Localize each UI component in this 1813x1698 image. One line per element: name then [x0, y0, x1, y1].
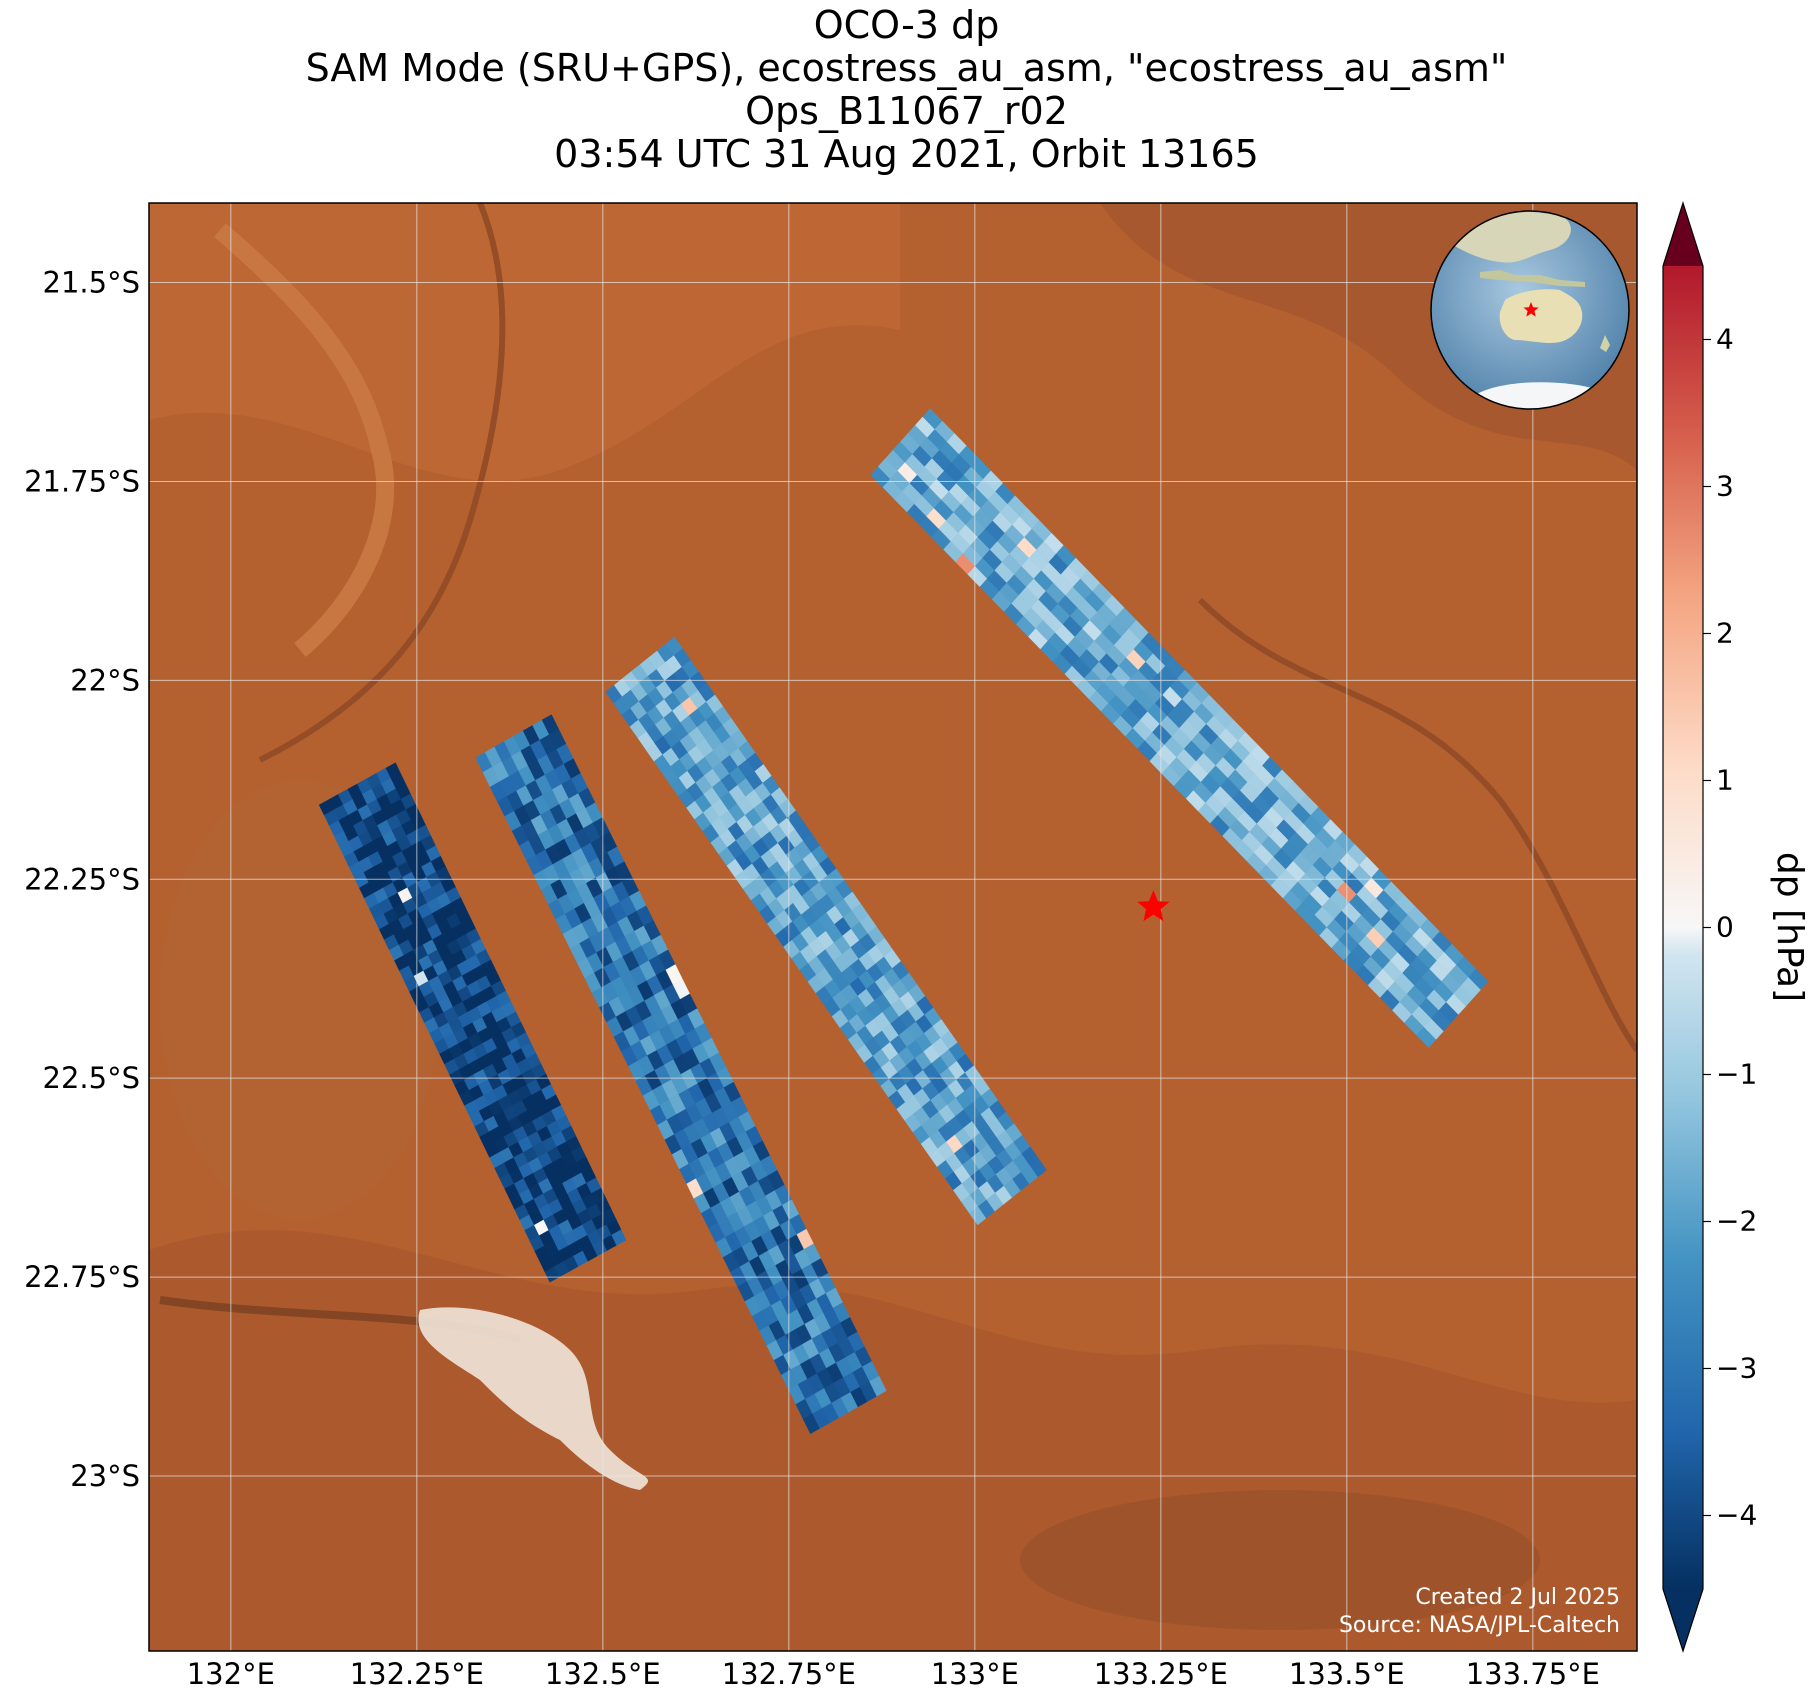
dp-sounding	[611, 1229, 627, 1246]
colorbar-tick-label: 4	[1716, 323, 1734, 356]
salt-lake	[418, 1307, 649, 1490]
colorbar: −4 −3 −2 −1 0 1 2 3 4 dp [hPa]	[1662, 201, 1810, 1653]
colorbar-tick-label: 0	[1716, 911, 1734, 944]
dp-swath-layer	[318, 408, 1489, 1435]
colorbar-tick-label: 3	[1716, 470, 1734, 503]
dp-swath	[318, 762, 627, 1283]
lon-tick-label: 132.25°E	[350, 1657, 484, 1691]
lat-tick-label: 22.25°S	[24, 862, 140, 896]
map-panel: Created 2 Jul 2025 Source: NASA/JPL-Calt…	[149, 203, 1637, 1651]
globe-indonesia	[1480, 270, 1585, 287]
globe-australia	[1499, 289, 1583, 343]
title-line-1: OCO-3 dp	[813, 3, 1000, 47]
colorbar-tick-label: −2	[1716, 1205, 1757, 1238]
dp-sounding	[1468, 968, 1489, 990]
credit-created: Created 2 Jul 2025	[1415, 1585, 1620, 1610]
colorbar-tick-label: −3	[1716, 1352, 1757, 1385]
title-line-3: Ops_B11067_r02	[745, 89, 1068, 133]
credit-source: Source: NASA/JPL-Caltech	[1339, 1613, 1620, 1638]
globe-star-marker	[1523, 302, 1539, 317]
dp-swath	[475, 714, 887, 1435]
colorbar-extend-top	[1663, 203, 1703, 266]
chart-title: OCO-3 dp SAM Mode (SRU+GPS), ecostress_a…	[0, 4, 1813, 176]
dp-sounding	[869, 1375, 887, 1397]
lon-tick-label: 132.75°E	[722, 1657, 856, 1691]
lon-tick-label: 132°E	[187, 1657, 275, 1691]
dp-swath	[870, 408, 1489, 1048]
colorbar-gradient	[1663, 266, 1703, 1589]
lat-tick-label: 22.5°S	[43, 1061, 140, 1095]
dp-sounding	[1029, 1158, 1047, 1178]
inset-globe	[1430, 210, 1630, 410]
colorbar-ticks: −4 −3 −2 −1 0 1 2 3 4	[1703, 323, 1757, 1532]
title-line-4: 03:54 UTC 31 Aug 2021, Orbit 13165	[554, 132, 1259, 176]
colorbar-label: dp [hPa]	[1769, 852, 1810, 1002]
lon-tick-label: 133.25°E	[1094, 1657, 1228, 1691]
latitude-axis: 21.5°S 21.75°S 22°S 22.25°S 22.5°S 22.75°S 23°…	[24, 266, 140, 1493]
lon-tick-label: 133°E	[931, 1657, 1019, 1691]
lat-tick-label: 22.75°S	[24, 1260, 140, 1294]
colorbar-tick-label: 2	[1716, 617, 1734, 650]
lat-tick-label: 21.75°S	[24, 464, 140, 498]
colorbar-tick-label: 1	[1716, 764, 1734, 797]
lon-tick-label: 133.75°E	[1466, 1657, 1600, 1691]
colorbar-extend-bottom	[1663, 1589, 1703, 1651]
map-gridlines	[149, 203, 1637, 1651]
lat-tick-label: 23°S	[70, 1459, 140, 1493]
dp-swath	[605, 636, 1047, 1226]
lat-tick-label: 22°S	[70, 663, 140, 697]
lon-tick-label: 132.5°E	[545, 1657, 661, 1691]
lat-tick-label: 21.5°S	[43, 266, 140, 300]
target-star-marker	[1137, 890, 1170, 922]
longitude-axis: 132°E 132.25°E 132.5°E 132.75°E 133°E 133.25°…	[187, 1657, 1600, 1691]
colorbar-tick-label: −1	[1716, 1058, 1757, 1091]
colorbar-tick-label: −4	[1716, 1499, 1757, 1532]
map-frame	[148, 202, 1638, 1652]
colorbar-outline	[1662, 201, 1704, 1653]
title-line-2: SAM Mode (SRU+GPS), ecostress_au_asm, "e…	[305, 46, 1508, 90]
lon-tick-label: 133.5°E	[1289, 1657, 1405, 1691]
globe-new-zealand	[1600, 335, 1610, 352]
